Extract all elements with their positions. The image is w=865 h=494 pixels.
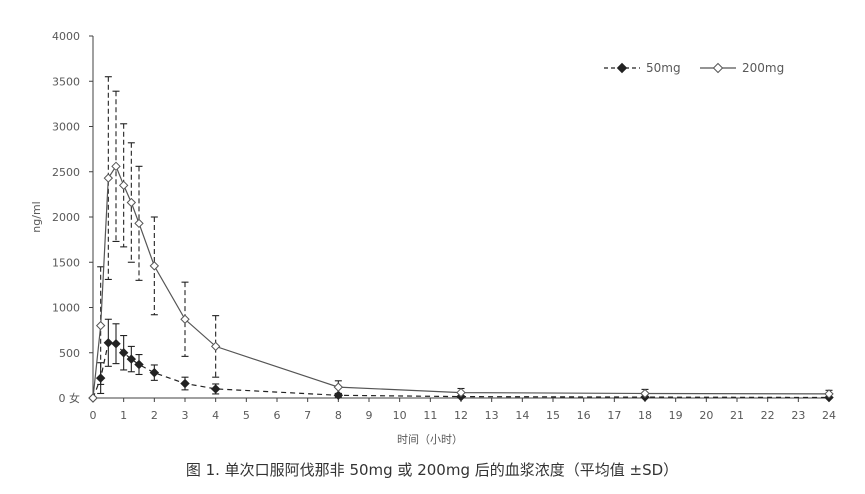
data-point-200mg — [111, 161, 121, 172]
x-tick-label: 6 — [274, 409, 281, 422]
y-tick-label: 2000 — [52, 211, 80, 224]
x-tick-label: 13 — [485, 409, 499, 422]
data-point-50mg — [134, 359, 144, 370]
x-tick-label: 19 — [669, 409, 683, 422]
y-axis-label: ng/ml — [30, 201, 43, 232]
data-point-50mg — [333, 390, 344, 400]
legend-label-50mg: 50mg — [646, 61, 681, 75]
x-tick-label: 14 — [515, 409, 529, 422]
series-lines — [92, 165, 830, 399]
x-tick-label: 15 — [546, 409, 560, 422]
x-tick-label: 20 — [699, 409, 713, 422]
y-tick-label: 3000 — [52, 121, 80, 134]
series-markers — [88, 161, 834, 403]
data-point-200mg — [824, 389, 834, 399]
legend-marker-200mg — [712, 62, 724, 74]
legend-marker-50mg — [616, 62, 628, 74]
data-point-200mg — [118, 180, 129, 191]
data-point-200mg — [456, 387, 466, 398]
x-tick-label: 8 — [335, 409, 342, 422]
x-tick-label: 12 — [454, 409, 468, 422]
x-tick-label: 16 — [577, 409, 591, 422]
data-point-50mg — [149, 367, 160, 378]
x-tick-label: 3 — [182, 409, 189, 422]
legend-label-200mg: 200mg — [742, 61, 784, 75]
data-point-50mg — [95, 373, 106, 383]
x-tick-label: 11 — [423, 409, 437, 422]
data-point-200mg — [180, 314, 190, 324]
legend: 50mg 200mg — [604, 61, 784, 75]
data-point-50mg — [126, 354, 137, 364]
data-point-50mg — [210, 384, 221, 394]
data-point-200mg — [88, 393, 98, 403]
x-axis-label: 时间（小时） — [397, 433, 463, 446]
x-tick-label: 2 — [151, 409, 158, 422]
y-tick-label: 500 — [59, 347, 80, 360]
x-tick-label: 18 — [638, 409, 652, 422]
data-point-50mg — [118, 348, 129, 358]
x-tick-label: 10 — [393, 409, 407, 422]
y-tick-label: 4000 — [52, 30, 80, 43]
y-tick-label: 1500 — [52, 256, 80, 269]
series-line-200mg — [92, 165, 830, 399]
x-tick-label: 21 — [730, 409, 744, 422]
error-bars — [97, 76, 833, 399]
x-tick-label: 4 — [212, 409, 219, 422]
x-tick-label: 9 — [366, 409, 373, 422]
data-point-200mg — [333, 382, 344, 392]
data-point-200mg — [640, 388, 650, 399]
data-point-200mg — [95, 320, 106, 331]
data-point-200mg — [149, 261, 160, 271]
data-point-50mg — [111, 338, 121, 349]
data-point-50mg — [180, 378, 190, 389]
x-tick-label: 1 — [120, 409, 127, 422]
x-tick-label: 22 — [761, 409, 775, 422]
x-tick-label: 23 — [791, 409, 805, 422]
data-point-200mg — [103, 173, 114, 183]
x-tick-label: 5 — [243, 409, 250, 422]
figure-caption: 图 1. 单次口服阿伐那非 50mg 或 200mg 后的血浆浓度（平均值 ±S… — [186, 461, 678, 479]
data-point-200mg — [134, 218, 144, 229]
x-tick-label: 0 — [90, 409, 97, 422]
x-tick-label: 24 — [822, 409, 836, 422]
data-point-200mg — [126, 197, 137, 208]
y-tick-label: 0 女 — [59, 391, 81, 405]
data-point-200mg — [210, 341, 221, 352]
data-point-50mg — [103, 338, 114, 348]
x-tick-label: 17 — [607, 409, 621, 422]
x-tick-label: 7 — [304, 409, 311, 422]
y-tick-label: 1000 — [52, 302, 80, 315]
y-tick-label: 3500 — [52, 75, 80, 88]
y-tick-label: 2500 — [52, 166, 80, 179]
